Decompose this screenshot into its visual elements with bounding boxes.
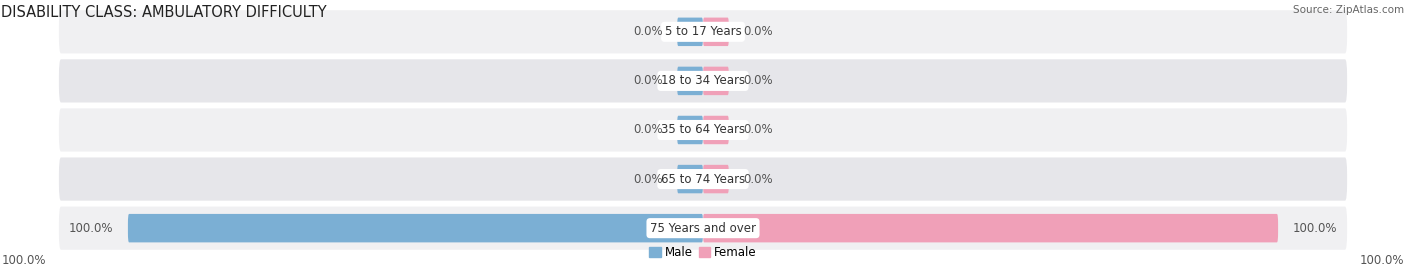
FancyBboxPatch shape: [678, 67, 703, 95]
FancyBboxPatch shape: [703, 165, 728, 193]
Text: 35 to 64 Years: 35 to 64 Years: [661, 123, 745, 136]
FancyBboxPatch shape: [703, 214, 1278, 242]
Text: 0.0%: 0.0%: [744, 25, 773, 38]
Text: 0.0%: 0.0%: [744, 123, 773, 136]
Text: 75 Years and over: 75 Years and over: [650, 222, 756, 235]
Legend: Male, Female: Male, Female: [650, 246, 756, 259]
FancyBboxPatch shape: [59, 157, 1347, 201]
FancyBboxPatch shape: [59, 10, 1347, 54]
Text: 100.0%: 100.0%: [1292, 222, 1337, 235]
Text: 65 to 74 Years: 65 to 74 Years: [661, 173, 745, 186]
Text: 0.0%: 0.0%: [633, 25, 662, 38]
Text: Source: ZipAtlas.com: Source: ZipAtlas.com: [1294, 5, 1405, 15]
FancyBboxPatch shape: [703, 67, 728, 95]
FancyBboxPatch shape: [703, 17, 728, 46]
FancyBboxPatch shape: [59, 59, 1347, 102]
Text: 100.0%: 100.0%: [1360, 254, 1405, 267]
FancyBboxPatch shape: [59, 207, 1347, 250]
Text: 0.0%: 0.0%: [744, 75, 773, 87]
Text: DISABILITY CLASS: AMBULATORY DIFFICULTY: DISABILITY CLASS: AMBULATORY DIFFICULTY: [1, 5, 328, 20]
Text: 0.0%: 0.0%: [633, 173, 662, 186]
Text: 0.0%: 0.0%: [633, 123, 662, 136]
FancyBboxPatch shape: [678, 17, 703, 46]
FancyBboxPatch shape: [59, 108, 1347, 152]
Text: 0.0%: 0.0%: [633, 75, 662, 87]
Text: 100.0%: 100.0%: [69, 222, 114, 235]
FancyBboxPatch shape: [678, 165, 703, 193]
FancyBboxPatch shape: [703, 116, 728, 144]
Text: 0.0%: 0.0%: [744, 173, 773, 186]
FancyBboxPatch shape: [678, 116, 703, 144]
Text: 100.0%: 100.0%: [1, 254, 46, 267]
Text: 5 to 17 Years: 5 to 17 Years: [665, 25, 741, 38]
Text: 18 to 34 Years: 18 to 34 Years: [661, 75, 745, 87]
FancyBboxPatch shape: [128, 214, 703, 242]
